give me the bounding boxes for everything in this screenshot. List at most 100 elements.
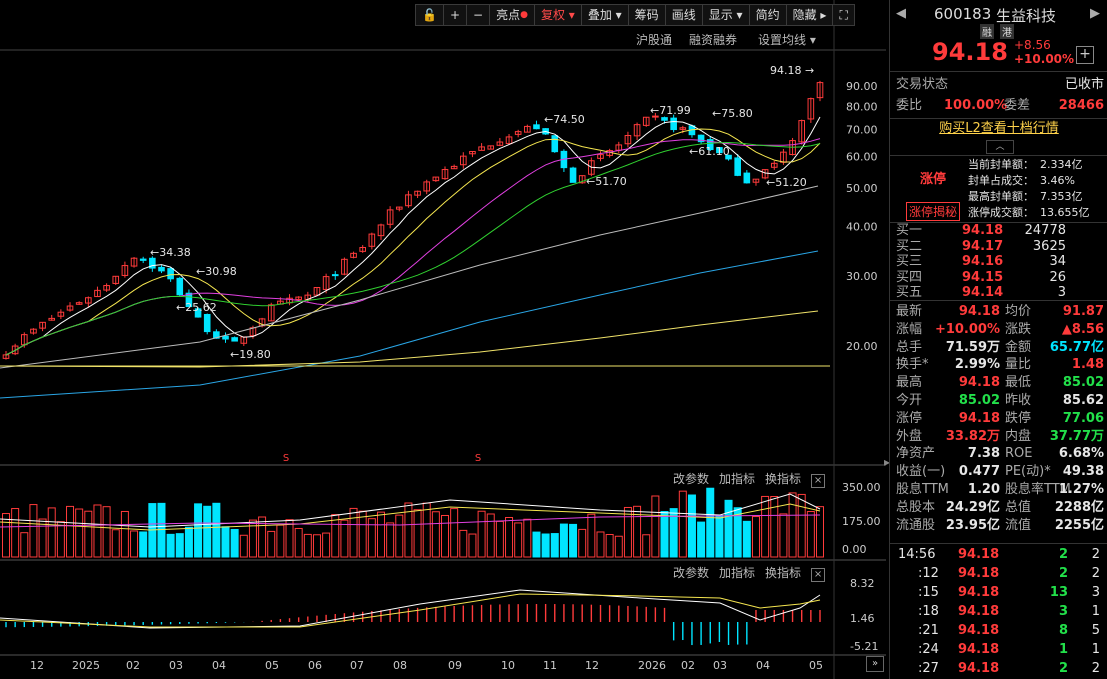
volume-bar [386,522,395,558]
tick-row[interactable]: 14:56 94.18 2 2 [890,546,1107,564]
price-annotation: 94.18 → [770,64,814,77]
close-icon[interactable]: × [811,568,826,582]
stock-name: 生益科技 [996,7,1057,25]
volume-bar [2,513,10,558]
close-icon[interactable]: × [811,474,826,488]
toolbar-highlight-button[interactable]: 亮点● [489,4,535,26]
candle-body [432,176,440,182]
tick-row[interactable]: :27 94.18 2 2 [890,660,1107,678]
zoom-in-icon[interactable]: + [442,4,468,26]
volume-axis-label: 350.00 [842,481,881,494]
tick-price: 94.18 [958,623,1000,638]
stat-row: 换手* 2.99% 量比 1.48 [890,356,1107,374]
toolbar-adjust-button[interactable]: 复权 ▾ [533,4,582,26]
volume-panel-buttons: 改参数 加指标 换指标 × [673,470,835,488]
hk-connect-tag: 港 [1000,24,1014,39]
fullscreen-icon[interactable]: ⛶ [832,4,855,26]
volume-bar [340,519,349,558]
macd-edit-params-button[interactable]: 改参数 [673,566,710,580]
stat-label: 最低 [1005,375,1032,391]
bid-row[interactable]: 买三 94.16 34 [890,254,1107,270]
candle-body [524,125,531,133]
candle-body [405,194,412,207]
macd-switch-indicator-button[interactable]: 换指标 [765,566,802,580]
kline-chart-area[interactable]: 90.00 80.00 70.00 60.00 50.00 40.00 30.00 20.00… [0,0,890,679]
plus-box-icon[interactable]: + [1076,46,1094,64]
price-axis-label: 60.00 [846,150,878,163]
toolbar-overlay-button[interactable]: 叠加 ▾ [580,4,629,26]
candle-body [798,120,806,143]
kline-chart[interactable]: 90.00 80.00 70.00 60.00 50.00 40.00 30.00 20.00… [0,0,886,679]
candle-body [331,274,339,277]
macd-add-indicator-button[interactable]: 加指标 [719,566,756,580]
bid-row[interactable]: 买一 94.18 24778 [890,223,1107,239]
price-annotation: ←51.20 [766,176,807,189]
buy-l2-link[interactable]: 购买L2查看十档行情 [939,121,1059,136]
prev-stock-icon[interactable]: ◀ [896,6,906,21]
x-axis-label: 05 [809,659,823,672]
candle-body [807,98,815,120]
stat-label: 今开 [896,393,923,408]
next-stock-icon[interactable]: ▶ [1090,6,1100,21]
toolbar-display-button[interactable]: 显示 ▾ [701,4,750,26]
toolbar-hide-button[interactable]: 隐藏 ▸ [785,4,834,26]
tick-time: :21 [918,623,939,638]
limit-up-reveal-button[interactable]: 涨停揭秘 [906,202,961,221]
tick-row[interactable]: :21 94.18 8 5 [890,622,1107,640]
stat-value: 0.477 [958,464,1000,480]
lock-icon[interactable]: 🔓 [415,4,444,26]
stat-label: 外盘 [896,428,923,444]
stat-row: 股息TTM 1.20 股息率TTM 1.27% [890,481,1107,499]
subbar-ma-settings[interactable]: 设置均线 ▾ [758,33,816,47]
tick-row[interactable]: :24 94.18 1 1 [890,641,1107,659]
tick-row[interactable]: :15 94.18 13 3 [890,584,1107,602]
volume-bar [797,493,806,558]
candle-body [231,337,238,342]
candle-body [652,115,659,118]
price-annotation: ←61.10 [689,145,730,158]
vol-switch-indicator-button[interactable]: 换指标 [765,472,802,486]
candle-body [295,296,302,300]
candle-body [130,257,138,267]
stat-label: 最高 [896,375,923,391]
bid-row[interactable]: 买二 94.17 3625 [890,239,1107,255]
zoom-out-icon[interactable]: − [466,4,491,26]
subbar-hgt[interactable]: 沪股通 [636,33,673,47]
x-axis-label: 04 [212,659,226,672]
vol-ma10-line [0,503,821,531]
candle-body [533,124,540,130]
vol-ma5-line [0,493,821,528]
price-annotation: ←25.62 [176,301,217,314]
tick-count: 1 [1091,642,1100,657]
stat-label: 流值 [1005,517,1032,533]
price-annotation: ←74.50 [544,113,585,126]
collapse-panel-icon[interactable]: ▸ [884,455,891,469]
tick-volume: 3 [1058,604,1068,619]
scroll-right-icon[interactable]: » [866,656,884,672]
toolbar-draw-button[interactable]: 画线 [664,4,703,26]
stat-value: +10.00% [934,321,1000,337]
toolbar-simple-button[interactable]: 简约 [748,4,787,26]
tick-row[interactable]: :12 94.18 2 2 [890,565,1107,583]
volume-bar [706,487,715,558]
volume-bar [678,490,687,558]
candle-body [139,258,147,261]
stat-value: 77.06 [1062,410,1104,426]
trade-status-row: 交易状态 已收市 [896,77,1104,92]
bid-row[interactable]: 买五 94.14 3 [890,285,1107,301]
volume-bar [20,532,29,558]
bid-level-label: 买四 [896,269,923,285]
toolbar-chips-button[interactable]: 筹码 [627,4,666,26]
tick-time: :18 [918,604,939,619]
chevron-up-icon[interactable]: ︿ [986,140,1014,154]
bid-row[interactable]: 买四 94.15 26 [890,270,1107,286]
vol-add-indicator-button[interactable]: 加指标 [719,472,756,486]
vol-edit-params-button[interactable]: 改参数 [673,472,710,486]
tick-count: 5 [1091,623,1100,638]
subbar-margin[interactable]: 融资融券 [689,33,738,47]
candle-body [414,190,421,196]
stat-label: 总手 [896,339,923,355]
stat-value: 85.02 [958,393,1000,408]
tick-row[interactable]: :18 94.18 3 1 [890,603,1107,621]
volume-bar [660,511,669,558]
